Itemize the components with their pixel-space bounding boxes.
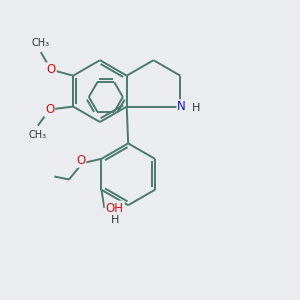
Text: H: H <box>110 215 119 225</box>
Text: H: H <box>191 103 200 113</box>
Text: O: O <box>46 63 56 76</box>
Text: O: O <box>45 103 54 116</box>
Text: OH: OH <box>106 202 124 214</box>
Text: N: N <box>177 100 186 113</box>
Text: CH₃: CH₃ <box>29 130 47 140</box>
Text: CH₃: CH₃ <box>32 38 50 48</box>
Text: O: O <box>76 154 86 167</box>
